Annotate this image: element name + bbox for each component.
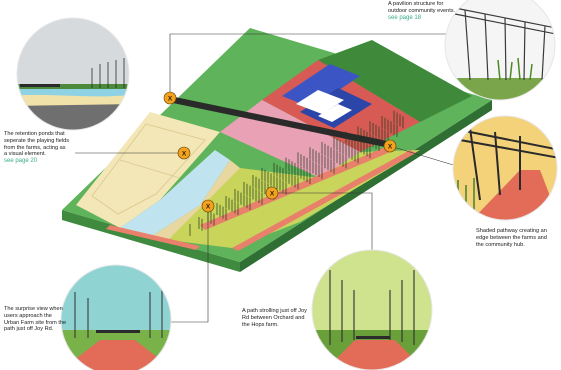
caption-ponds: The retention ponds that seperate the pl… bbox=[4, 131, 70, 166]
vignette-shaded-pathway bbox=[453, 116, 557, 220]
see-page-link[interactable]: see page 20 bbox=[4, 158, 38, 165]
marker-label: X bbox=[388, 143, 393, 150]
vignette-ring-1 bbox=[16, 17, 130, 131]
pavilion-canopy bbox=[168, 96, 392, 148]
caption-pavilion: A pavilion structure for outdoor communi… bbox=[388, 1, 462, 22]
farm-area bbox=[168, 150, 420, 248]
vignette-ring-5 bbox=[311, 249, 433, 370]
playing-field bbox=[76, 112, 220, 228]
retention-pond bbox=[120, 150, 230, 236]
leader-surprise bbox=[160, 206, 209, 323]
field-midline bbox=[119, 159, 181, 179]
marker-shaded[interactable]: X bbox=[383, 139, 397, 153]
caption-text: Shaded pathway creating an edge between … bbox=[476, 228, 547, 248]
board-side-right bbox=[240, 100, 492, 272]
vignette-ring-2 bbox=[444, 0, 556, 101]
community-hub-building bbox=[282, 64, 372, 128]
caption-text: A path strolling just off Joy Rd between… bbox=[242, 308, 307, 328]
stroll-path bbox=[232, 150, 416, 251]
leader-stroll bbox=[272, 192, 373, 268]
vignette-ring-4 bbox=[60, 264, 172, 370]
caption-text: The surprise view when users approach th… bbox=[4, 306, 67, 333]
marker-label: X bbox=[182, 150, 187, 157]
playing-field-lines bbox=[91, 123, 206, 215]
markers: X X X X X bbox=[163, 91, 397, 213]
pond-bank bbox=[152, 160, 240, 240]
south-path bbox=[106, 225, 200, 250]
caption-text: The retention ponds that seperate the pl… bbox=[4, 131, 69, 158]
site-board bbox=[62, 28, 492, 272]
caption-shaded: Shaded pathway creating an edge between … bbox=[476, 228, 556, 248]
leader-pavilion bbox=[169, 33, 455, 98]
board-side-left bbox=[62, 210, 240, 272]
caption-text: A pavilion structure for outdoor communi… bbox=[388, 1, 456, 14]
caption-surprise: The surprise view when users approach th… bbox=[4, 306, 68, 333]
see-page-link[interactable]: see page 18 bbox=[388, 14, 422, 21]
vignette-ring-3 bbox=[452, 115, 558, 221]
marker-ponds[interactable]: X bbox=[177, 146, 191, 160]
leader-lines bbox=[75, 33, 471, 323]
marker-surprise[interactable]: X bbox=[201, 199, 215, 213]
caption-stroll: A path strolling just off Joy Rd between… bbox=[242, 308, 308, 328]
north-field bbox=[318, 40, 472, 122]
marker-pavilion[interactable]: X bbox=[163, 91, 177, 105]
marker-stroll[interactable]: X bbox=[265, 186, 279, 200]
marker-label: X bbox=[270, 190, 275, 197]
vignette-surprise-view bbox=[61, 265, 171, 370]
marker-label: X bbox=[206, 203, 211, 210]
marker-label: X bbox=[168, 95, 173, 102]
orchard-trees bbox=[189, 110, 404, 236]
vignette-retention-ponds bbox=[17, 18, 129, 130]
